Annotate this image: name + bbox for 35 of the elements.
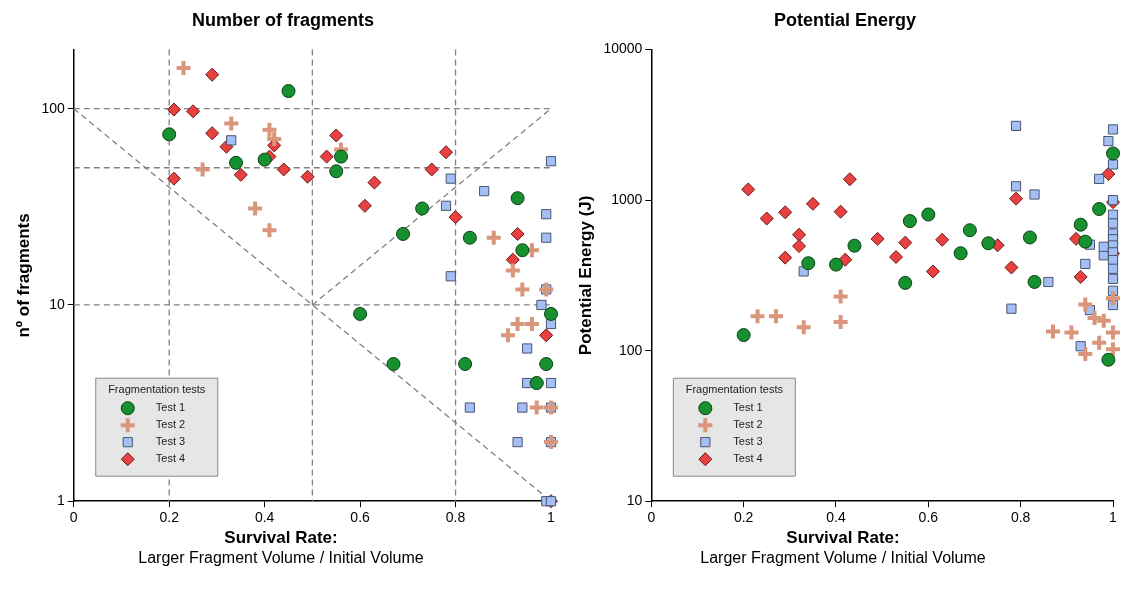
legend-title: Fragmentation tests	[685, 383, 784, 396]
legend-title: Fragmentation tests	[108, 383, 206, 396]
chart-title: Number of fragments	[191, 9, 375, 30]
legend-label: Test 4	[155, 452, 186, 465]
x-tick-label: 1	[547, 509, 556, 526]
y-axis-title: nº of fragments	[13, 213, 33, 338]
legend-label: Test 3	[733, 435, 763, 448]
y-axis-title: Potential Energy (J)	[575, 195, 595, 356]
x-axis-title: Survival Rate: Larger Fragment Volume / Initial Volume	[137, 528, 425, 568]
y-tick-label: 1000	[611, 190, 643, 207]
x-tick-label: 0.4	[254, 509, 275, 526]
x-tick-label: 0.6	[918, 509, 939, 526]
x-tick-label: 0.2	[733, 509, 754, 526]
legend-label: Test 2	[155, 418, 186, 431]
y-tick-label: 1	[56, 492, 65, 509]
y-tick-label: 100	[41, 99, 65, 116]
x-tick-label: 0.4	[826, 509, 846, 526]
x-tick-label: 0	[69, 509, 78, 526]
x-tick-label: 0.8	[445, 509, 466, 526]
legend-label: Test 4	[733, 452, 763, 465]
legend-label: Test 1	[733, 401, 763, 414]
x-tick-label: 0.8	[1010, 509, 1031, 526]
x-tick-label: 1	[1109, 509, 1118, 526]
legend-label: Test 1	[155, 401, 186, 414]
y-tick-label: 10	[49, 295, 65, 312]
chart-title: Potential Energy	[773, 9, 917, 30]
y-tick-label: 10000	[603, 40, 643, 57]
x-axis-title: Survival Rate: Larger Fragment Volume / Initial Volume	[699, 528, 987, 568]
legend-label: Test 2	[733, 418, 763, 431]
x-tick-label: 0	[647, 509, 656, 526]
y-tick-label: 100	[618, 341, 643, 358]
y-tick-label: 10	[626, 492, 643, 509]
x-tick-label: 0.6	[350, 509, 371, 526]
legend-label: Test 3	[155, 435, 186, 448]
x-tick-label: 0.2	[159, 509, 180, 526]
